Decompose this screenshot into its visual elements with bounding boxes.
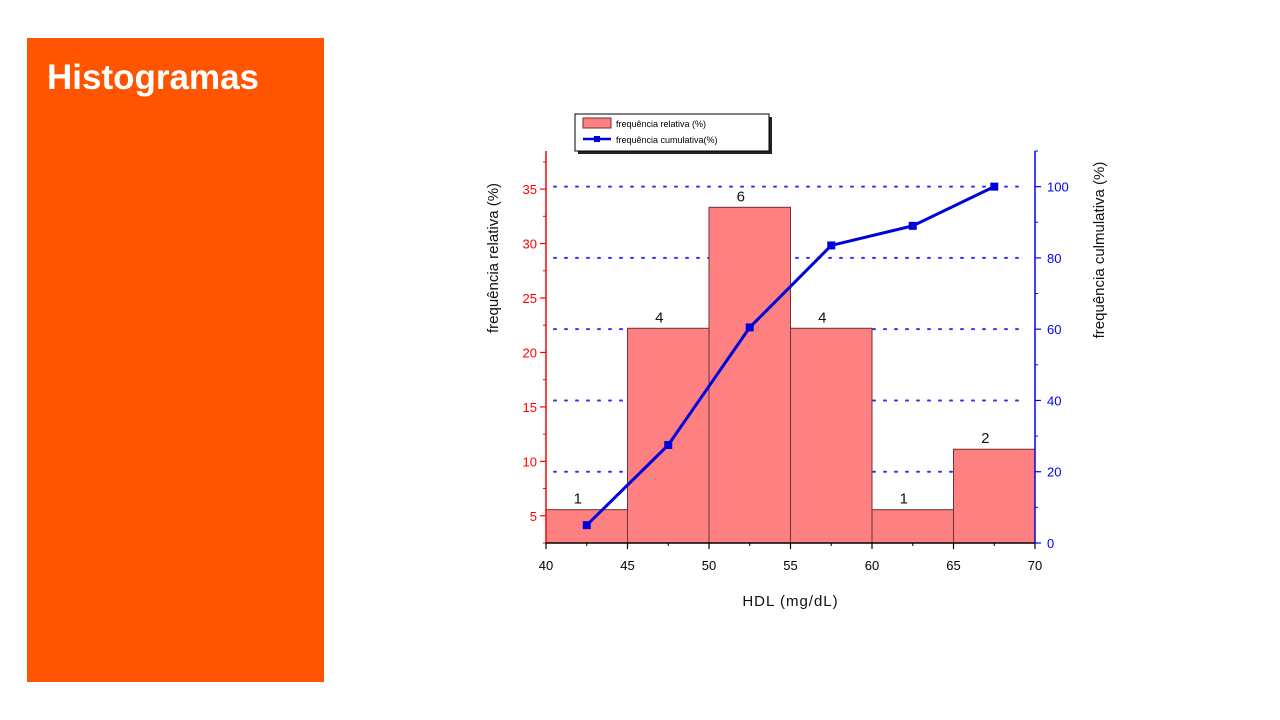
bar-count-label: 6	[737, 188, 745, 205]
y2-tick-label: 0	[1047, 536, 1054, 551]
bar-count-label: 4	[655, 309, 663, 326]
cumulative-point	[745, 323, 754, 332]
legend-bar-swatch	[582, 117, 612, 129]
bar-count-label: 2	[981, 430, 989, 447]
y-axis-title: frequência relativa (%)	[485, 183, 502, 333]
y-tick-label: 5	[530, 509, 537, 524]
x-tick-label: 45	[620, 558, 634, 573]
x-axis-title: HDL (mg/dL)	[742, 593, 838, 610]
legend-line-label: frequência cumulativa(%)	[616, 135, 718, 145]
histogram-bar	[871, 509, 954, 544]
y-tick-label: 20	[523, 345, 537, 360]
cumulative-line	[585, 185, 995, 527]
y2-tick-label: 80	[1047, 251, 1061, 266]
y2-tick-label: 60	[1047, 322, 1061, 337]
x-tick-label: 60	[865, 558, 879, 573]
x-tick-label: 40	[539, 558, 553, 573]
legend-bar-label: frequência relativa (%)	[616, 119, 706, 129]
legend-line-marker	[594, 136, 600, 142]
histogram-bar	[790, 327, 873, 544]
cumulative-point	[908, 221, 917, 230]
cumulative-point	[664, 441, 673, 449]
histogram-bar	[627, 327, 710, 544]
bar-count-label: 1	[574, 491, 582, 508]
bar-count-label: 1	[900, 491, 908, 508]
y2-tick-label: 20	[1047, 465, 1061, 480]
x-tick-label: 65	[946, 558, 960, 573]
bar-count-label: 4	[818, 309, 826, 326]
x-tick-label: 50	[702, 558, 716, 573]
x-tick-label: 70	[1028, 558, 1042, 573]
y-tick-label: 25	[523, 291, 537, 306]
slide-title: Histogramas	[47, 58, 260, 97]
y2-axis-title: frequência culmulativa (%)	[1091, 162, 1108, 339]
y-tick-label: 15	[523, 400, 537, 415]
y-tick-label: 30	[523, 237, 537, 252]
cumulative-point	[827, 241, 836, 250]
y2-tick-label: 100	[1047, 180, 1069, 195]
y-tick-label: 10	[523, 454, 537, 469]
y-tick-label: 35	[523, 182, 537, 197]
cumulative-point	[582, 521, 591, 530]
histogram-bar	[708, 206, 791, 544]
histogram-bar	[953, 448, 1036, 544]
x-tick-label: 55	[783, 558, 797, 573]
title-panel: Histogramas	[27, 38, 324, 682]
y2-tick-label: 40	[1047, 393, 1061, 408]
cumulative-point	[990, 182, 999, 191]
